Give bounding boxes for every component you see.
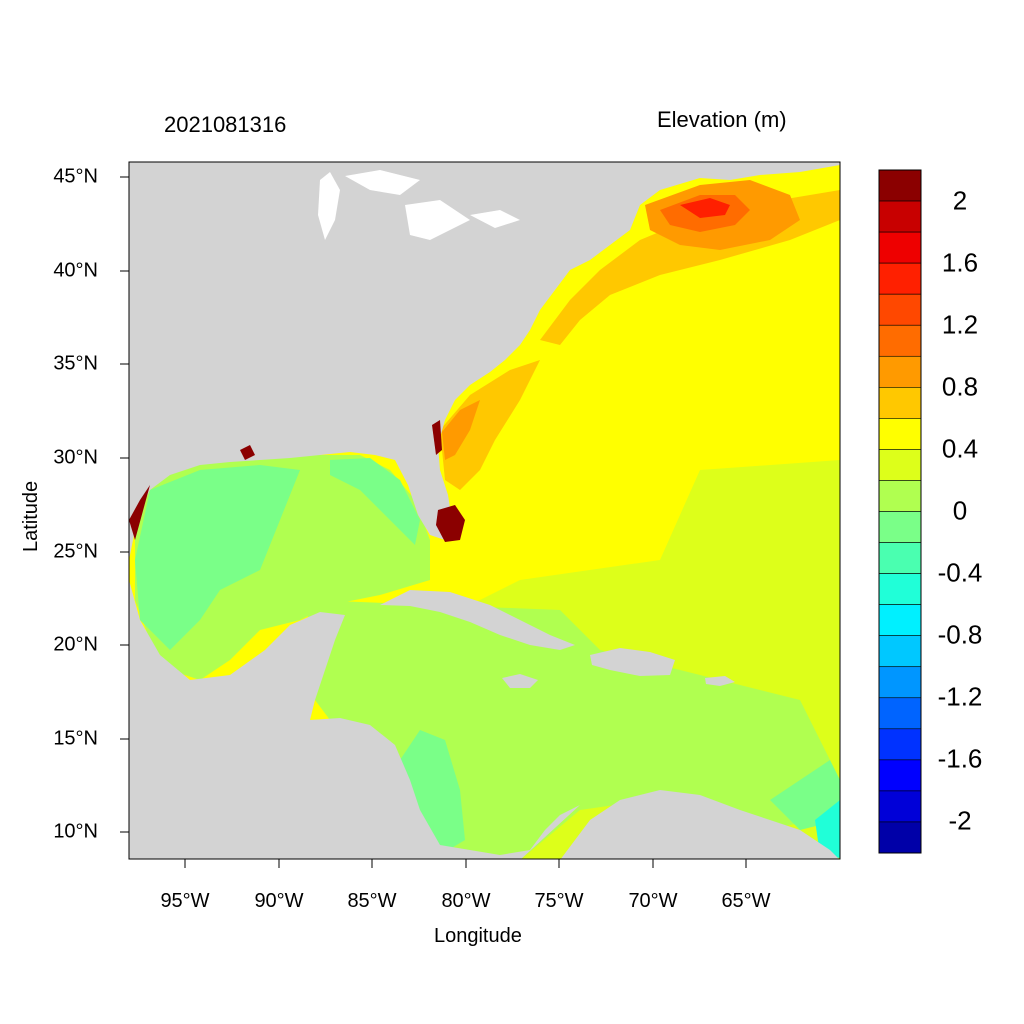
gulf-west-field [135, 465, 300, 650]
colorbar-label: -1.2 [937, 681, 983, 712]
colorbar-swatch [878, 759, 922, 792]
y-tick-label: 35°N [53, 352, 98, 375]
plot-left-title: 2021081316 [164, 112, 287, 137]
colorbar-swatch [878, 604, 922, 636]
colorbar-swatch [878, 635, 922, 668]
y-tick-label: 25°N [53, 540, 98, 563]
colorbar-swatch [878, 821, 922, 854]
x-tick-label: 85°W [347, 890, 397, 912]
coastal-surge-highlights [129, 420, 465, 542]
axis-ticks [120, 176, 747, 868]
colorbar-swatch [878, 573, 922, 605]
colorbar-swatch [878, 697, 922, 730]
east-caribbean-field [770, 760, 840, 830]
y-axis-title: Latitude [20, 480, 42, 552]
colorbar-label: 1.2 [941, 309, 979, 340]
y-tick-label: 15°N [53, 727, 98, 750]
south-caribbean-field [815, 800, 840, 858]
colorbar-swatch [878, 324, 922, 357]
lakes [318, 170, 520, 240]
colorbar-swatch [878, 511, 922, 543]
map-area [129, 162, 840, 859]
plot-right-title: Elevation (m) [657, 107, 787, 132]
x-axis-title: Longitude [434, 925, 522, 947]
colorbar-swatch [878, 666, 922, 699]
colorbar-label: 0 [952, 495, 968, 526]
colorbar-border [878, 169, 922, 854]
plot-border [128, 161, 841, 860]
y-tick-label: 30°N [53, 446, 98, 469]
gulf-of-maine-core-field [680, 198, 730, 218]
x-tick-label: 70°W [628, 890, 678, 912]
colorbar-swatch [878, 480, 922, 512]
colorbar-label: 0.4 [941, 433, 979, 464]
colorbar-swatch [878, 169, 922, 202]
colorbar-swatch [878, 200, 922, 233]
colorbar-swatch [878, 293, 922, 326]
georgia-bight-field [442, 400, 480, 460]
colorbar-swatch [878, 418, 922, 450]
colorbar-swatch [878, 355, 922, 388]
colorbar-label: 0.8 [941, 371, 979, 402]
colorbar-label: -1.6 [937, 743, 983, 774]
colorbar-label: -2 [948, 805, 972, 836]
land-masses [129, 162, 840, 859]
colorbar-label: 1.6 [941, 247, 979, 278]
gulf-east-field [330, 458, 420, 545]
x-tick-label: 95°W [160, 890, 210, 912]
y-tick-label: 40°N [53, 259, 98, 282]
x-tick-label: 90°W [254, 890, 304, 912]
colorbar-label: -0.4 [937, 557, 983, 588]
y-tick-label: 20°N [53, 633, 98, 656]
colorbar-swatch [878, 728, 922, 761]
colorbar-swatch [878, 790, 922, 823]
colorbar-swatch [878, 262, 922, 295]
x-tick-label: 75°W [534, 890, 584, 912]
colorbar [878, 169, 922, 854]
southeast-shelf-field [440, 360, 540, 490]
x-tick-label: 65°W [721, 890, 771, 912]
colorbar-swatch [878, 542, 922, 574]
colorbar-swatch [878, 231, 922, 264]
x-tick-label: 80°W [441, 890, 491, 912]
y-tick-label: 45°N [53, 165, 98, 188]
colorbar-label: 2 [952, 185, 968, 216]
colorbar-swatch [878, 387, 922, 419]
colorbar-swatch [878, 449, 922, 481]
y-tick-label: 10°N [53, 820, 98, 843]
colorbar-label: -0.8 [937, 619, 983, 650]
